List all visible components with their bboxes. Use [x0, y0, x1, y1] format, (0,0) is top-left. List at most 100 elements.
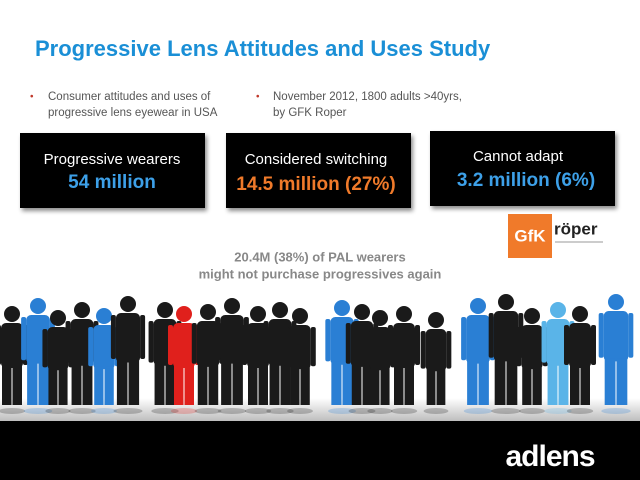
- silhouette-part: [470, 298, 486, 314]
- silhouette-part: [140, 315, 146, 359]
- silhouette-part: [580, 365, 590, 405]
- silhouette-part: [388, 325, 393, 365]
- silhouette-part: [94, 366, 104, 405]
- silhouette-part: [598, 313, 604, 358]
- silhouette-part: [369, 327, 391, 371]
- silhouette-part: [217, 408, 247, 414]
- silhouette-part: [541, 321, 547, 363]
- silhouette-part: [516, 327, 522, 367]
- silhouette-part: [74, 302, 90, 318]
- silhouette-part: [250, 306, 266, 322]
- silhouette-part: [269, 362, 280, 405]
- silhouette-part: [380, 367, 390, 405]
- silhouette-part: [96, 308, 112, 324]
- silhouette-part: [446, 331, 452, 369]
- silhouette-part: [4, 306, 20, 322]
- silhouette-part: [115, 313, 141, 363]
- silhouette-part: [68, 408, 96, 414]
- silhouette-part: [280, 362, 291, 405]
- silhouette-part: [601, 408, 631, 414]
- stat-box: [226, 133, 411, 208]
- silhouette-part: [506, 358, 518, 405]
- silhouette-part: [420, 331, 426, 369]
- crowd: [0, 294, 634, 414]
- bullet-text: progressive lens eyewear in USA: [48, 107, 218, 119]
- silhouette-part: [30, 298, 46, 314]
- silhouette-part: [287, 408, 313, 414]
- silhouette-part: [154, 362, 165, 405]
- silhouette-part: [197, 363, 208, 405]
- silhouette-part: [151, 408, 179, 414]
- silhouette-part: [289, 325, 311, 370]
- roper-text: röper: [554, 219, 598, 238]
- stat-value: 54 million: [68, 172, 156, 193]
- silhouette-part: [184, 365, 194, 405]
- silhouette-part: [0, 408, 26, 414]
- silhouette-part: [547, 362, 558, 405]
- silhouette-part: [608, 294, 624, 310]
- silhouette-part: [104, 366, 114, 405]
- silhouette-part: [45, 408, 71, 414]
- stat-label: Progressive wearers: [44, 151, 181, 168]
- callout: might not purchase progressives again: [199, 266, 442, 281]
- silhouette-part: [521, 325, 543, 370]
- silhouette-part: [0, 325, 1, 365]
- silhouette-part: [522, 366, 532, 405]
- silhouette-part: [394, 365, 404, 405]
- silhouette-part: [247, 323, 269, 368]
- silhouette-part: [494, 358, 506, 405]
- silhouette-part: [425, 329, 447, 372]
- silhouette-part: [27, 360, 38, 405]
- stat-value: 3.2 million (6%): [457, 170, 595, 191]
- silhouette-part: [300, 366, 310, 405]
- silhouette-part: [370, 367, 380, 405]
- silhouette-part: [331, 361, 342, 405]
- silhouette-part: [362, 363, 373, 405]
- silhouette-part: [12, 365, 22, 405]
- silhouette-part: [200, 304, 216, 320]
- silhouette-part: [325, 319, 331, 362]
- silhouette-part: [148, 321, 154, 363]
- bullet-dot: •: [256, 92, 260, 103]
- silhouette-part: [128, 359, 140, 405]
- silhouette-part: [364, 329, 370, 368]
- silhouette-part: [1, 323, 23, 368]
- silhouette-part: [21, 317, 27, 361]
- silhouette-part: [196, 321, 220, 367]
- silhouette-part: [367, 408, 393, 414]
- footer-band: [0, 421, 640, 480]
- silhouette-part: [396, 306, 412, 322]
- silhouette-part: [603, 311, 629, 362]
- silhouette-part: [461, 317, 467, 361]
- silhouette-part: [42, 329, 48, 368]
- silhouette-part: [426, 368, 436, 405]
- silhouette-part: [65, 321, 71, 363]
- gfk-logo: [508, 214, 552, 258]
- silhouette-part: [93, 325, 115, 370]
- silhouette-part: [290, 366, 300, 405]
- silhouette-part: [110, 315, 116, 359]
- silhouette-part: [174, 365, 184, 405]
- silhouette-part: [71, 362, 82, 405]
- silhouette-part: [91, 408, 117, 414]
- silhouette-part: [50, 310, 66, 326]
- silhouette-part: [232, 360, 243, 405]
- stat-value: 14.5 million (27%): [236, 174, 395, 195]
- silhouette-part: [463, 408, 493, 414]
- silhouette-part: [82, 362, 93, 405]
- silhouette-part: [2, 365, 12, 405]
- silhouette-part: [176, 306, 192, 322]
- silhouette-part: [173, 323, 195, 368]
- gfk-text: GfK: [514, 226, 546, 245]
- silhouette-part: [544, 408, 572, 414]
- silhouette-part: [221, 360, 232, 405]
- silhouette-part: [491, 408, 521, 414]
- bullet-dot: •: [30, 92, 34, 103]
- silhouette-part: [550, 302, 566, 318]
- silhouette-part: [393, 323, 415, 368]
- silhouette-part: [519, 408, 545, 414]
- silhouette-part: [208, 363, 219, 405]
- silhouette-part: [570, 365, 580, 405]
- silhouette-part: [415, 325, 420, 365]
